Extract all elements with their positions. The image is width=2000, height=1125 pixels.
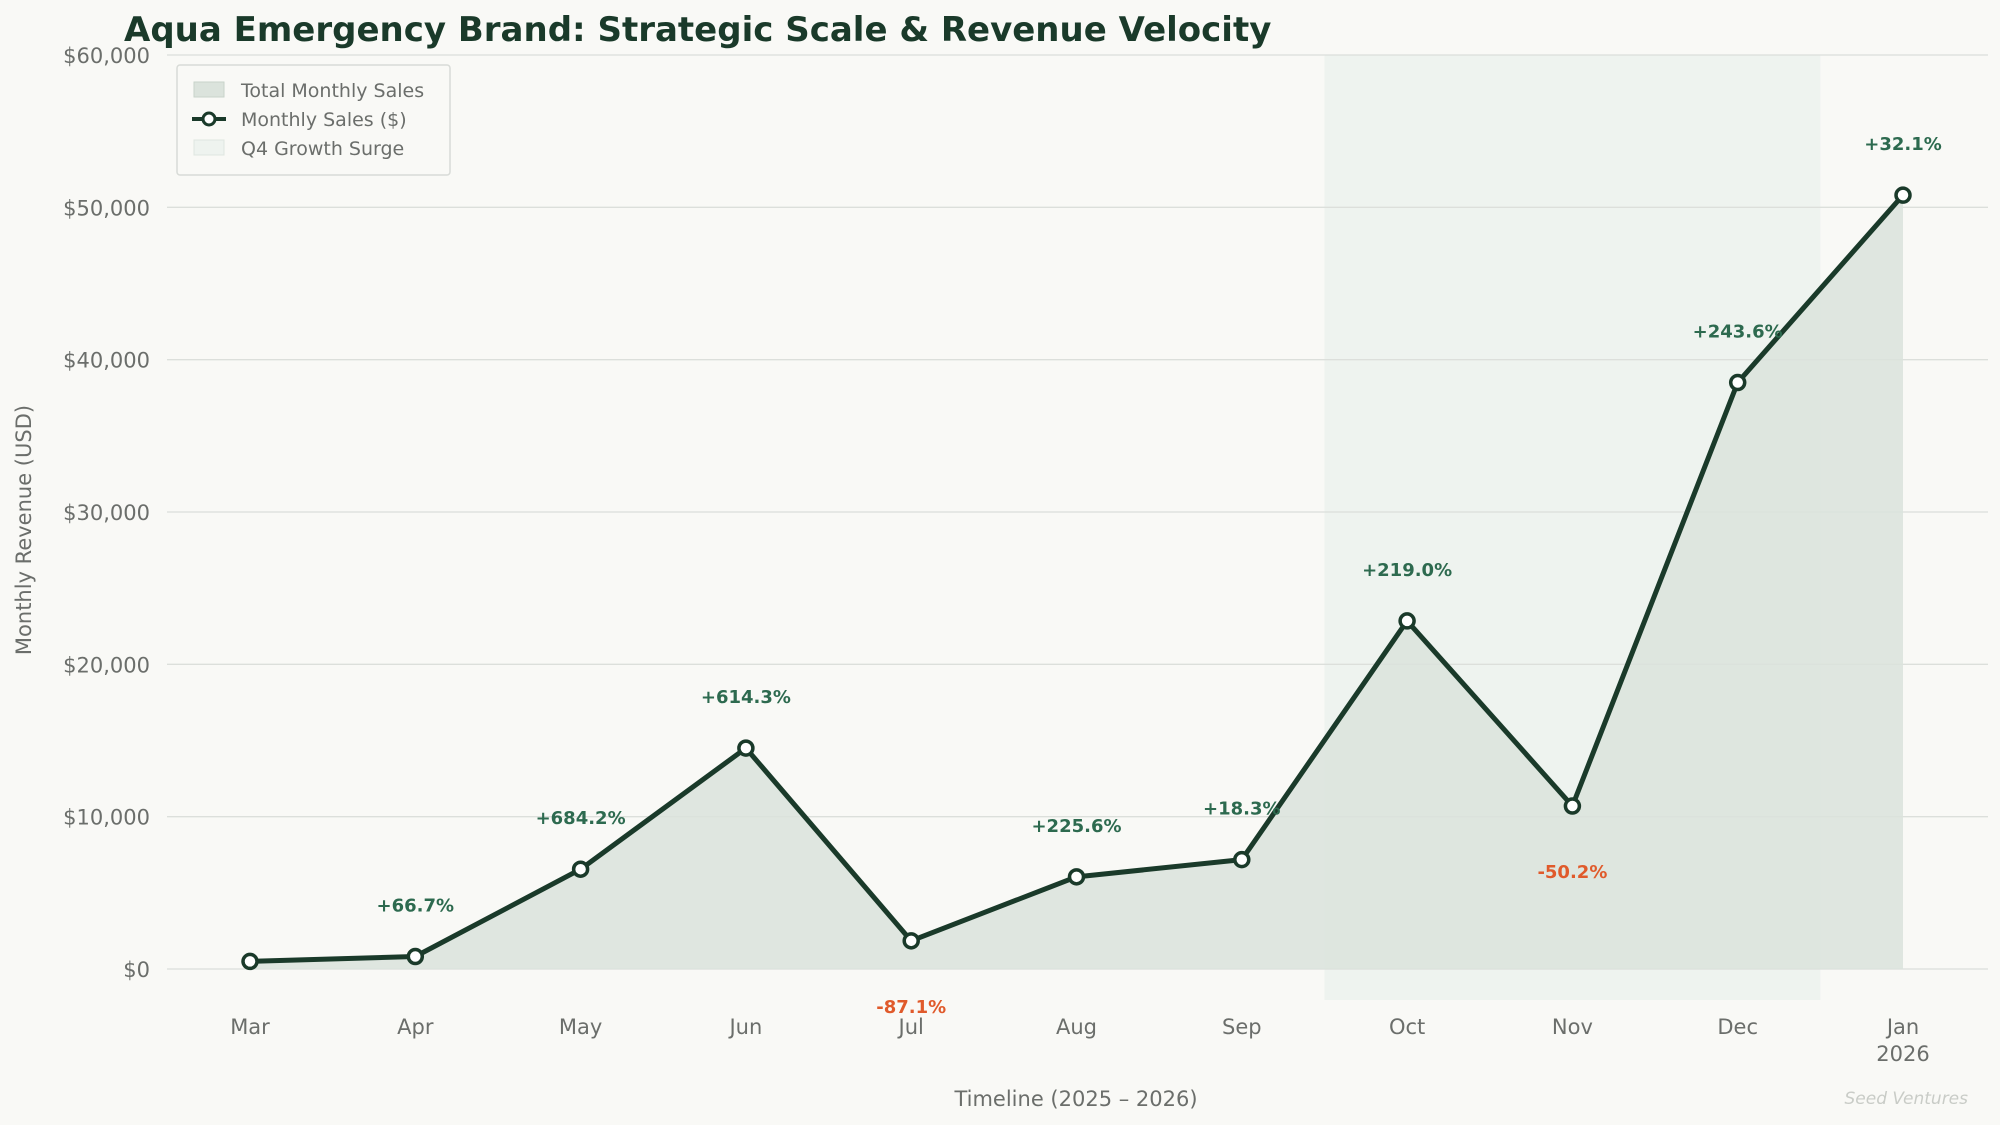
total-sales-area	[250, 195, 1903, 969]
x-tick-year-label: 2026	[1876, 1042, 1929, 1066]
pct-change-label: +18.3%	[1203, 799, 1281, 820]
y-tick-label: $30,000	[63, 501, 150, 525]
legend-label-line: Monthly Sales ($)	[241, 109, 407, 131]
pct-change-label: +66.7%	[377, 896, 455, 917]
y-tick-label: $0	[123, 958, 150, 982]
legend-swatch-marker	[201, 111, 217, 127]
x-tick-label: Dec	[1717, 1015, 1758, 1039]
x-tick-label: Aug	[1056, 1015, 1097, 1039]
data-point-jan	[1894, 186, 1912, 204]
data-point-oct	[1398, 612, 1416, 630]
y-axis-label: Monthly Revenue (USD)	[12, 405, 36, 655]
x-tick-label: Oct	[1389, 1015, 1425, 1039]
pct-change-label: +219.0%	[1362, 560, 1452, 581]
pct-change-label: -50.2%	[1537, 862, 1607, 883]
data-point-sep	[1233, 850, 1251, 869]
pct-change-label: +32.1%	[1864, 134, 1942, 155]
data-point-jul	[902, 932, 920, 950]
x-tick-label: Nov	[1552, 1015, 1593, 1039]
legend-label-area: Total Monthly Sales	[240, 80, 424, 102]
y-tick-label: $60,000	[63, 44, 150, 68]
legend-swatch-band	[193, 139, 225, 156]
data-point-may	[571, 860, 590, 878]
watermark: Seed Ventures	[1844, 1089, 1968, 1109]
pct-change-label: +243.6%	[1693, 322, 1783, 343]
data-point-jun	[737, 739, 755, 757]
pct-change-label: +225.6%	[1031, 816, 1121, 837]
x-tick-label: Sep	[1222, 1015, 1262, 1039]
y-tick-label: $20,000	[63, 653, 150, 677]
x-tick-label: Apr	[397, 1015, 434, 1039]
legend-swatch-area	[193, 81, 225, 98]
y-tick-label: $10,000	[63, 806, 150, 830]
legend: Total Monthly Sales Monthly Sales ($) Q4…	[176, 64, 451, 176]
pct-change-label: +614.3%	[701, 687, 791, 708]
data-point-nov	[1563, 797, 1582, 815]
y-tick-label: $40,000	[63, 349, 150, 373]
y-tick-label: $50,000	[63, 196, 150, 220]
pct-change-label: -87.1%	[876, 997, 946, 1018]
chart-title: Aqua Emergency Brand: Strategic Scale & …	[124, 10, 1271, 50]
x-tick-label: Jun	[727, 1015, 762, 1039]
pct-change-label: +684.2%	[536, 808, 626, 829]
x-tick-label: May	[559, 1015, 602, 1039]
x-axis-label: Timeline (2025 – 2026)	[953, 1087, 1197, 1111]
data-point-mar	[241, 952, 259, 971]
legend-box	[176, 64, 451, 176]
data-point-apr	[406, 947, 425, 966]
x-tick-label: Mar	[230, 1015, 270, 1039]
x-tick-label: Jan	[1885, 1015, 1919, 1039]
x-tick-label: Jul	[897, 1015, 924, 1039]
data-point-aug	[1067, 868, 1086, 886]
data-point-dec	[1728, 373, 1747, 392]
legend-label-band: Q4 Growth Surge	[241, 138, 404, 160]
